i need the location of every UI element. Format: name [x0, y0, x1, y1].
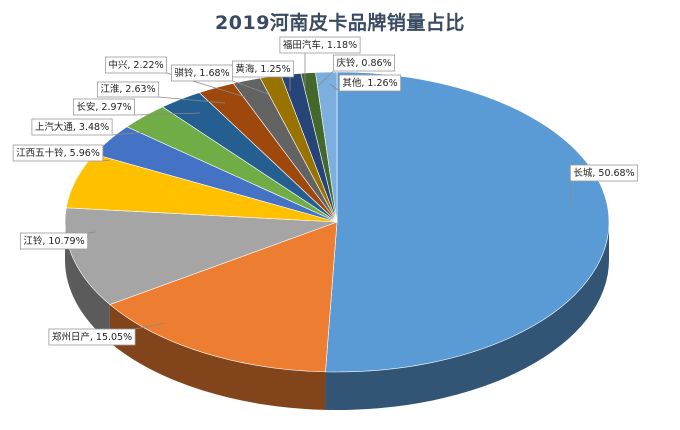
pie-slice-其他 [315, 71, 338, 223]
pie-side-郑州日产 [109, 304, 326, 410]
data-label-长城: 长城, 50.68% [569, 164, 639, 206]
data-label-江西五十铃: 江西五十铃, 5.96% [12, 144, 111, 162]
data-label-text: 长安, 2.97% [76, 101, 131, 113]
data-label-郑州日产: 郑州日产, 15.05% [48, 322, 166, 346]
data-label-text: 江淮, 2.63% [100, 84, 155, 95]
data-labels: 长城, 50.68% 郑州日产, 15.05% 江铃, 10.79% 江西五十铃, 5… [12, 36, 639, 346]
data-label-text: 江西五十铃, 5.96% [16, 147, 100, 159]
chart-title: 2019河南皮卡品牌销量占比 [215, 12, 465, 34]
data-label-骐铃: 骐铃, 1.68% [170, 64, 269, 95]
data-label-text: 中兴, 2.22% [108, 59, 163, 71]
leader-line [135, 322, 166, 330]
data-label-box [104, 56, 168, 74]
data-label-text: 郑州日产, 15.05% [52, 331, 132, 343]
data-label-box [332, 54, 396, 72]
data-label-text: 其他, 1.26% [342, 77, 397, 89]
data-label-中兴: 中兴, 2.22% [104, 56, 246, 98]
leader-line [317, 70, 334, 87]
data-label-长安: 长安, 2.97% [72, 98, 201, 116]
leader-line [232, 80, 269, 95]
data-label-box [19, 232, 89, 250]
leader-line [158, 96, 226, 104]
data-label-江淮: 江淮, 2.63% [96, 81, 226, 104]
data-label-text: 上汽大通, 3.48% [35, 121, 109, 133]
data-label-box [279, 36, 361, 54]
data-label-box [48, 328, 136, 346]
data-label-box [338, 74, 402, 92]
pie-slice-江铃 [64, 207, 338, 305]
pie-top [64, 71, 610, 373]
data-label-其他: 其他, 1.26% [329, 74, 402, 92]
data-label-庆铃: 庆铃, 0.86% [317, 54, 396, 87]
data-label-box [72, 98, 136, 116]
pie-slice-郑州日产 [109, 221, 338, 373]
leader-line [112, 131, 151, 136]
data-label-text: 长城, 50.68% [573, 167, 634, 179]
data-label-黄海: 黄海, 1.25% [231, 60, 295, 91]
pie-slice-长城 [325, 71, 610, 373]
data-label-box [231, 60, 295, 78]
data-label-福田汽车: 福田汽车, 1.18% [279, 36, 361, 89]
leader-line [329, 83, 340, 92]
pie-side-长城 [325, 222, 609, 410]
data-label-box [569, 164, 639, 182]
pie-side-walls [65, 222, 609, 410]
data-label-江铃: 江铃, 10.79% [19, 231, 97, 250]
data-label-box [96, 81, 160, 98]
data-label-上汽大通: 上汽大通, 3.48% [31, 118, 151, 136]
leader-line [134, 112, 201, 116]
data-label-text: 黄海, 1.25% [235, 63, 290, 75]
data-label-text: 庆铃, 0.86% [336, 57, 391, 69]
data-label-text: 江铃, 10.79% [23, 235, 84, 247]
data-label-box [12, 144, 104, 162]
data-label-text: 福田汽车, 1.18% [283, 39, 357, 51]
pie-side-江铃 [65, 222, 110, 343]
data-label-box [31, 118, 113, 136]
data-label-text: 骐铃, 1.68% [174, 67, 229, 79]
leader-line [102, 159, 111, 162]
leader-line [87, 231, 97, 234]
